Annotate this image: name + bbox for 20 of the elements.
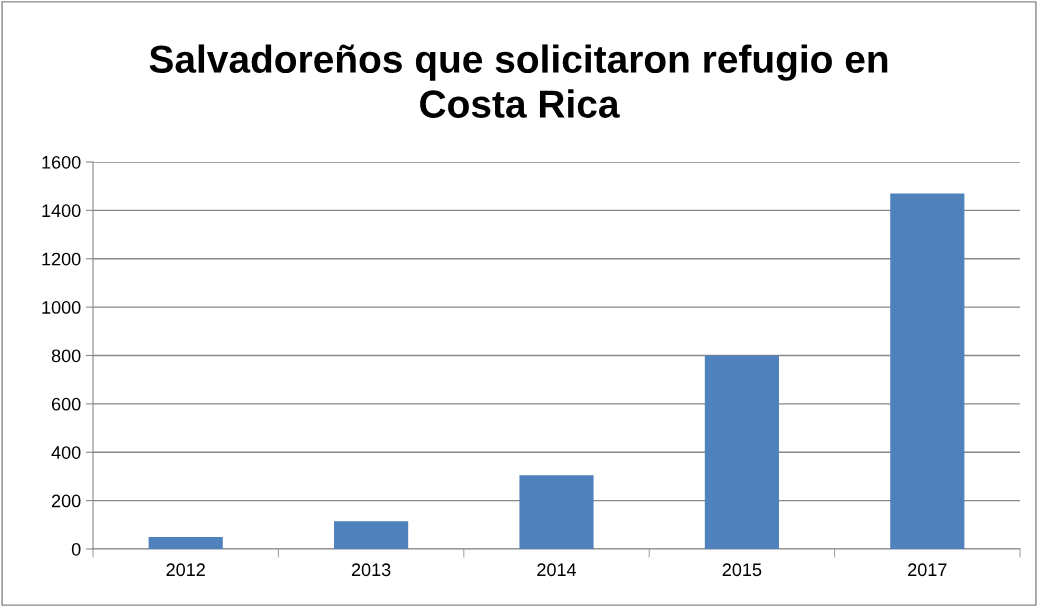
y-tick-label: 800 xyxy=(51,349,81,363)
y-tick-label: 0 xyxy=(71,542,81,556)
y-tick-label: 1000 xyxy=(42,301,81,314)
x-tick-label: 2012 xyxy=(166,563,205,577)
y-tick-label: 1400 xyxy=(42,204,81,218)
bar xyxy=(334,521,409,549)
x-tick-label: 2015 xyxy=(722,563,762,577)
y-tick-label: 400 xyxy=(51,446,81,459)
y-tick-label: 200 xyxy=(51,494,81,508)
chart-title: Salvadoreños que solicitaron refugio en Costa Rica xyxy=(149,44,888,118)
x-tick-label: 2013 xyxy=(351,563,391,577)
y-tick-label: 1200 xyxy=(42,252,81,266)
bar xyxy=(148,536,223,549)
x-tick-label: 2014 xyxy=(537,563,577,577)
y-tick-label: 1600 xyxy=(42,155,81,169)
x-tick-label: 2017 xyxy=(908,563,947,577)
bar xyxy=(890,193,965,549)
bar xyxy=(519,475,594,549)
y-tick-label: 600 xyxy=(51,397,81,411)
bar xyxy=(704,355,779,549)
